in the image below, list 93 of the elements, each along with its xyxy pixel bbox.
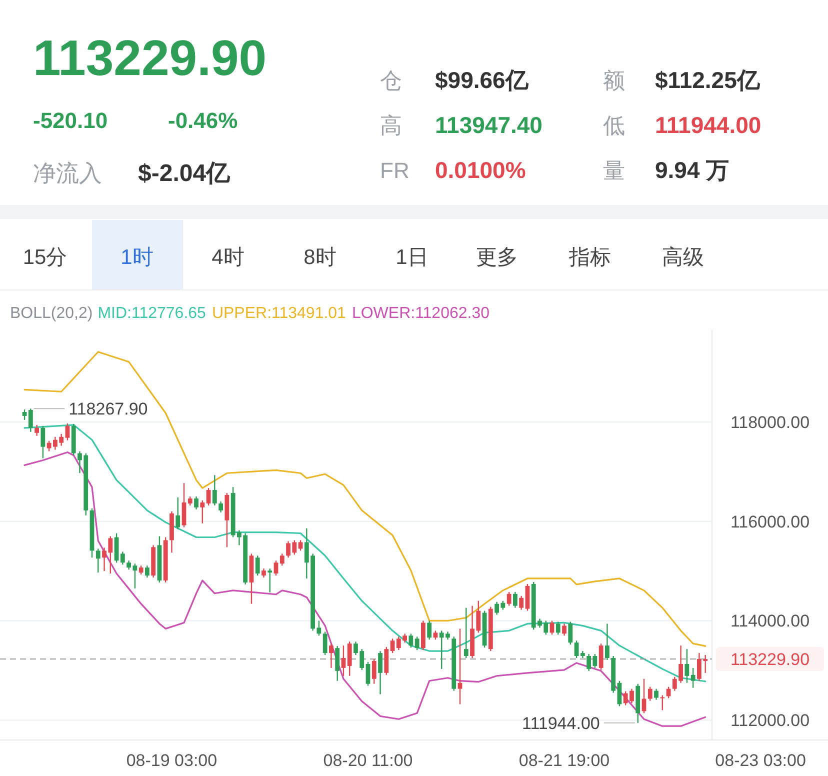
candlestick [28, 408, 33, 432]
y-tick-label: 118000.00 [730, 412, 810, 432]
text: 9.94 万 [655, 157, 730, 183]
x-tick-label: 08-21 19:00 [518, 751, 610, 770]
text: 15分 [22, 246, 68, 269]
y-tick-label: 114000.00 [730, 612, 810, 631]
candlestick [574, 640, 579, 659]
candlestick [568, 621, 573, 646]
candlestick [145, 564, 150, 578]
candlestick [464, 607, 468, 659]
text: 113229.90 [33, 30, 267, 86]
ref-line-label: 113229.90 [730, 650, 810, 669]
text: $99.66亿 [435, 67, 530, 93]
text: LOWER:112062.30 [352, 305, 490, 322]
candlestick [298, 540, 303, 552]
candlestick [114, 532, 119, 564]
candlestick [255, 555, 260, 576]
candlestick [218, 500, 223, 513]
text: 111944.00 [655, 112, 762, 138]
text: 净流入 [33, 160, 102, 186]
text: -0.46% [168, 108, 238, 133]
candlestick [176, 496, 180, 530]
candlestick [194, 496, 198, 510]
candlestick [120, 551, 125, 566]
y-tick-label: 116000.00 [730, 512, 810, 532]
text: 低 [603, 113, 625, 138]
candlestick [329, 642, 334, 669]
candlestick [390, 638, 395, 654]
text: 高 [380, 113, 402, 138]
candlestick [525, 583, 530, 612]
candlestick [384, 646, 389, 676]
candlestick [366, 661, 370, 686]
text: 4时 [212, 246, 244, 269]
text: 更多 [476, 246, 518, 269]
x-tick-label: 08-23 03:00 [715, 751, 806, 770]
candlestick [427, 620, 432, 640]
candlestick [274, 560, 278, 576]
candlestick [212, 474, 217, 506]
candlestick [598, 642, 604, 671]
candlestick [182, 482, 186, 528]
text: 1日 [396, 246, 428, 269]
candlestick [322, 631, 328, 656]
candlestick [414, 636, 420, 651]
candlestick [666, 686, 671, 699]
text: 量 [603, 158, 625, 183]
annotation: 111944.00 [522, 714, 600, 733]
text: 高级 [662, 246, 704, 269]
y-tick-label: 112000.00 [730, 711, 810, 730]
candlestick [654, 688, 658, 700]
candlestick [200, 500, 205, 524]
text: 指标 [568, 246, 611, 269]
candlestick [513, 591, 518, 608]
candlestick [341, 644, 346, 676]
candlestick [280, 553, 284, 566]
candlestick [378, 650, 382, 695]
text: 额 [603, 68, 625, 93]
x-tick-label: 08-19 03:00 [126, 751, 218, 770]
candlestick [335, 645, 340, 682]
candlestick [690, 667, 696, 688]
text: 0.0100% [435, 157, 526, 183]
candlestick [648, 686, 652, 702]
candlestick [372, 658, 376, 684]
candlestick [347, 641, 352, 676]
candlestick [268, 568, 272, 593]
candlestick [408, 633, 414, 648]
candlestick [206, 487, 211, 506]
legend-title: BOLL(20,2) [10, 305, 93, 322]
candlestick [34, 424, 39, 436]
candlestick [605, 623, 610, 661]
text: FR [380, 158, 410, 183]
candlestick [519, 595, 524, 610]
candlestick [660, 694, 665, 711]
text: 8时 [304, 246, 336, 269]
candlestick [458, 628, 462, 705]
candlestick [684, 648, 690, 684]
candlestick [506, 591, 512, 606]
text: 仓 [380, 68, 402, 93]
text: UPPER:113491.01 [212, 305, 346, 322]
text: $-2.04亿 [138, 160, 232, 187]
text: 113947.40 [435, 112, 542, 138]
candlestick [550, 620, 554, 636]
candlestick [96, 548, 100, 574]
candlestick [65, 422, 70, 441]
candlestick [562, 623, 566, 636]
candlestick [22, 408, 27, 421]
text: 1时 [120, 246, 154, 269]
text: $112.25亿 [655, 67, 761, 93]
candlestick [556, 621, 560, 636]
x-tick-label: 08-20 11:00 [323, 751, 413, 770]
annotation: 118267.90 [68, 400, 148, 419]
candlestick [40, 425, 46, 459]
text: -520.10 [33, 108, 108, 133]
text: MID:112776.65 [98, 305, 206, 322]
